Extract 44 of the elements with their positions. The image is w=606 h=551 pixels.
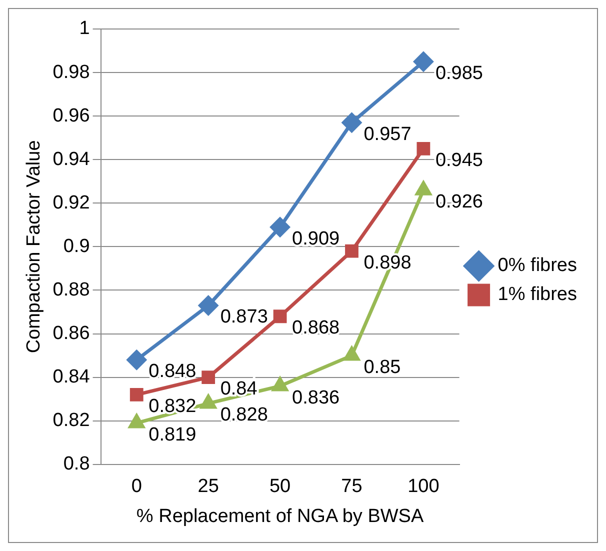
legend-label: 0% fibres — [498, 255, 577, 276]
y-tick-label: 0.9 — [63, 236, 90, 257]
x-tick-label: 75 — [341, 476, 362, 498]
data-label: 0.868 — [292, 318, 340, 339]
point — [273, 310, 287, 324]
point — [345, 244, 358, 258]
y-tick-label: 0.96 — [52, 105, 90, 126]
data-label: 0.909 — [292, 228, 340, 250]
point — [126, 350, 146, 370]
point — [202, 370, 216, 384]
x-tick-label: 25 — [198, 476, 219, 498]
y-tick-label: 0.8 — [63, 454, 90, 475]
y-tick-label: 0.98 — [52, 62, 90, 83]
y-axis-title: Compaction Factor Value — [24, 140, 45, 354]
point — [342, 112, 362, 132]
point — [130, 388, 144, 402]
data-label: 0.832 — [148, 396, 196, 417]
point — [416, 142, 430, 156]
y-tick-label: 1 — [79, 18, 90, 40]
data-label: 0.84 — [220, 378, 258, 400]
x-tick-label: 50 — [269, 476, 291, 498]
data-label: 0.819 — [148, 424, 196, 446]
point — [270, 217, 290, 237]
point — [198, 296, 218, 316]
data-label: 0.828 — [220, 404, 268, 426]
data-label: 0.85 — [364, 356, 401, 378]
legend-label: 1% fibres — [498, 284, 577, 306]
y-tick-label: 0.86 — [52, 323, 90, 344]
point — [414, 52, 434, 72]
y-tick-label: 0.94 — [52, 148, 90, 170]
data-label: 0.926 — [435, 191, 483, 212]
data-label: 0.836 — [292, 387, 340, 408]
y-tick-label: 0.92 — [52, 192, 90, 214]
y-tick-label: 0.82 — [52, 410, 90, 432]
x-axis-title: % Replacement of NGA by BWSA — [136, 506, 424, 527]
data-label: 0.985 — [435, 62, 483, 84]
data-label: 0.945 — [435, 150, 483, 171]
data-label: 0.848 — [148, 361, 196, 382]
x-tick-label: 0 — [131, 476, 142, 498]
x-tick-label: 100 — [408, 476, 440, 498]
y-tick-label: 0.84 — [52, 366, 90, 388]
data-label: 0.873 — [220, 306, 268, 328]
y-tick-label: 0.88 — [52, 279, 90, 300]
data-label: 0.957 — [364, 124, 412, 145]
